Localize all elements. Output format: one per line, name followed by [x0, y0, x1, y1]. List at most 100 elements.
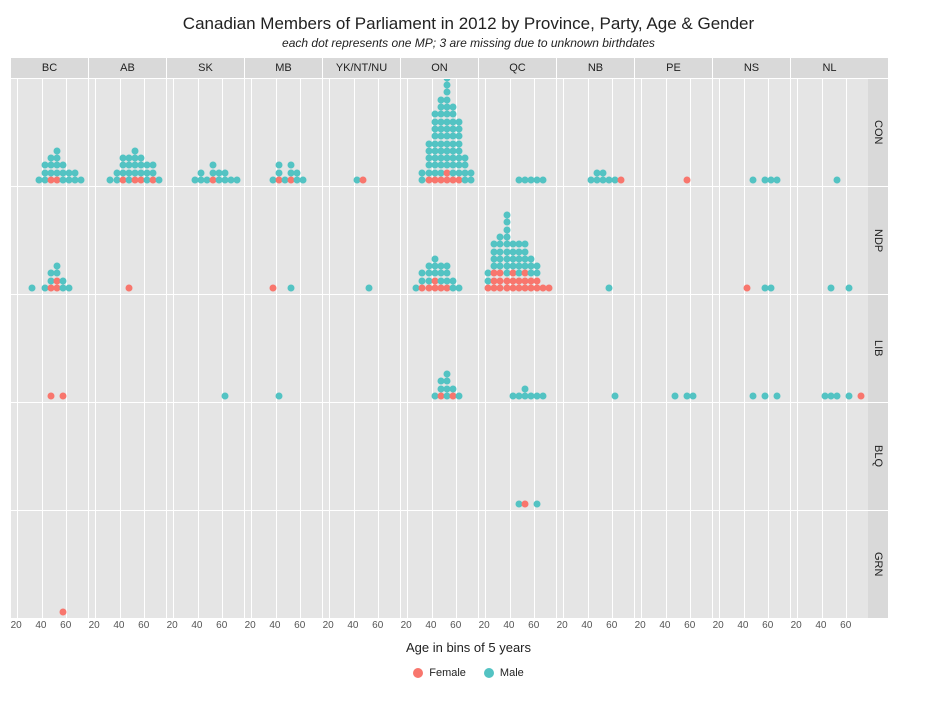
- xtick-label: 20: [635, 620, 646, 631]
- mp-dot: [540, 177, 547, 184]
- panel-GRN-NL: [790, 510, 868, 618]
- xtick-label: 20: [89, 620, 100, 631]
- mp-dot: [503, 226, 510, 233]
- mp-dot: [690, 393, 697, 400]
- mp-dot: [443, 270, 450, 277]
- panel-CON-PE: [634, 78, 712, 186]
- panel-BLQ-AB: [88, 402, 166, 510]
- panel-CON-YK-NT-NU: [322, 78, 400, 186]
- mp-dot: [47, 393, 54, 400]
- mp-dot: [53, 263, 60, 270]
- panel-LIB-SK: [166, 294, 244, 402]
- xtick-label: 20: [713, 620, 724, 631]
- panel-BLQ-MB: [244, 402, 322, 510]
- mp-dot: [683, 177, 690, 184]
- mp-dot: [534, 277, 541, 284]
- mp-dot: [293, 169, 300, 176]
- panel-CON-NS: [712, 78, 790, 186]
- mp-dot: [534, 501, 541, 508]
- panel-CON-ON: [400, 78, 478, 186]
- mp-dot: [449, 277, 456, 284]
- panel-NDP-YK-NT-NU: [322, 186, 400, 294]
- mp-dot: [59, 393, 66, 400]
- panel-LIB-YK-NT-NU: [322, 294, 400, 402]
- mp-dot: [125, 285, 132, 292]
- col-strip-QC: QC: [478, 58, 556, 78]
- xtick-label: 60: [294, 620, 305, 631]
- panel-LIB-NS: [712, 294, 790, 402]
- mp-dot: [275, 393, 282, 400]
- mp-dot: [275, 169, 282, 176]
- panel-CON-AB: [88, 78, 166, 186]
- panel-LIB-QC: [478, 294, 556, 402]
- xaxis-cell-YK-NT-NU: 204060: [322, 618, 400, 636]
- mp-dot: [456, 133, 463, 140]
- chart-title: Canadian Members of Parliament in 2012 b…: [10, 14, 927, 34]
- xtick-label: 60: [762, 620, 773, 631]
- panel-GRN-PE: [634, 510, 712, 618]
- row-strip-CON: CON: [868, 78, 888, 186]
- legend-item-female: Female: [413, 667, 466, 679]
- mp-dot: [150, 169, 157, 176]
- xtick-label: 40: [191, 620, 202, 631]
- legend-swatch-male: [484, 668, 494, 678]
- mp-dot: [365, 285, 372, 292]
- mp-dot: [462, 162, 469, 169]
- panel-NDP-AB: [88, 186, 166, 294]
- xtick-label: 60: [606, 620, 617, 631]
- mp-dot: [749, 393, 756, 400]
- xtick-label: 20: [791, 620, 802, 631]
- panel-GRN-MB: [244, 510, 322, 618]
- xtick-label: 40: [581, 620, 592, 631]
- mp-dot: [846, 285, 853, 292]
- xtick-label: 60: [216, 620, 227, 631]
- mp-dot: [456, 285, 463, 292]
- mp-dot: [833, 393, 840, 400]
- xaxis-cell-ON: 204060: [400, 618, 478, 636]
- panel-GRN-NB: [556, 510, 634, 618]
- panel-NDP-NB: [556, 186, 634, 294]
- col-strip-AB: AB: [88, 58, 166, 78]
- mp-dot: [743, 285, 750, 292]
- mp-dot: [456, 118, 463, 125]
- mp-dot: [443, 378, 450, 385]
- mp-dot: [287, 162, 294, 169]
- panel-NDP-BC: [10, 186, 88, 294]
- mp-dot: [449, 111, 456, 118]
- mp-dot: [503, 233, 510, 240]
- legend-swatch-female: [413, 668, 423, 678]
- col-strip-SK: SK: [166, 58, 244, 78]
- xtick-label: 40: [425, 620, 436, 631]
- panel-CON-NB: [556, 78, 634, 186]
- xaxis-cell-BC: 204060: [10, 618, 88, 636]
- mp-dot: [53, 147, 60, 154]
- mp-dot: [527, 255, 534, 262]
- mp-dot: [443, 78, 450, 81]
- mp-dot: [53, 270, 60, 277]
- mp-dot: [618, 177, 625, 184]
- row-strip-NDP: NDP: [868, 186, 888, 294]
- panel-LIB-AB: [88, 294, 166, 402]
- panel-BLQ-SK: [166, 402, 244, 510]
- panel-BLQ-QC: [478, 402, 556, 510]
- xtick-label: 60: [684, 620, 695, 631]
- mp-dot: [749, 177, 756, 184]
- xaxis-cell-NB: 204060: [556, 618, 634, 636]
- xaxis-cell-NL: 204060: [790, 618, 868, 636]
- panel-CON-SK: [166, 78, 244, 186]
- mp-dot: [449, 104, 456, 111]
- mp-dot: [774, 393, 781, 400]
- mp-dot: [605, 285, 612, 292]
- panel-GRN-AB: [88, 510, 166, 618]
- mp-dot: [78, 177, 85, 184]
- panel-BLQ-BC: [10, 402, 88, 510]
- mp-dot: [234, 177, 241, 184]
- mp-dot: [275, 162, 282, 169]
- panel-CON-BC: [10, 78, 88, 186]
- panel-NDP-MB: [244, 186, 322, 294]
- xaxis-cell-AB: 204060: [88, 618, 166, 636]
- mp-dot: [131, 147, 138, 154]
- row-strip-GRN: GRN: [868, 510, 888, 618]
- mp-dot: [503, 219, 510, 226]
- panel-CON-QC: [478, 78, 556, 186]
